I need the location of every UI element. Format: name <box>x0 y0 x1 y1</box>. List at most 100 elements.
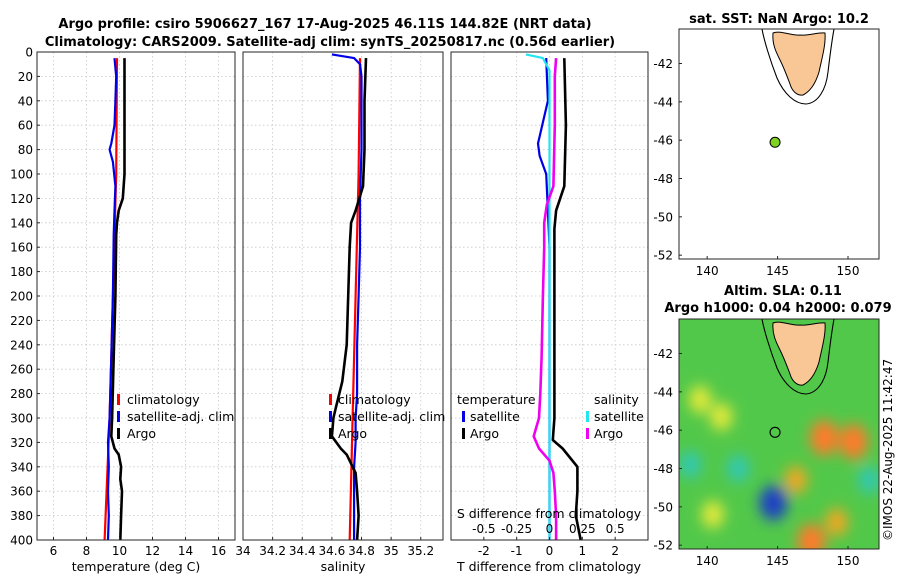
sla-map-title-line1: Altim. SLA: 0.11 <box>724 284 842 299</box>
series-line-satellite-adj-clim <box>331 53 363 540</box>
shelf-contour <box>761 29 835 105</box>
difference-lines <box>525 53 582 540</box>
legend-swatch-climatology <box>329 394 332 405</box>
sst-map-title: sat. SST: NaN Argo: 10.2 <box>689 12 869 27</box>
x-tick-label: 34.4 <box>289 544 316 558</box>
s-x-tick-label: 0.25 <box>569 522 596 536</box>
sla-anomaly-blob <box>759 485 788 521</box>
legend-label-satellite-adj: satellite-adj. clim <box>338 409 445 424</box>
x-tick-label: 150 <box>837 264 860 278</box>
y-tick-label: 120 <box>10 192 33 206</box>
legend-swatch-satellite-adj <box>329 411 332 422</box>
difference-xticks: -2 -1 0 1 2 <box>478 537 619 558</box>
tasmania-landmass <box>772 321 826 386</box>
y-tick-label: 100 <box>10 168 33 182</box>
y-tick-label: -42 <box>653 57 673 71</box>
difference-s-xlabel: S difference from climatology <box>457 506 642 521</box>
y-tick-label: 160 <box>10 241 33 255</box>
sla-anomaly-blob <box>701 500 724 529</box>
temperature-xticks: 6 8 10 12 14 16 <box>50 537 226 558</box>
y-tick-label: -52 <box>653 249 673 263</box>
series-line-argo <box>110 58 126 540</box>
y-tick-label: -52 <box>653 539 673 553</box>
x-tick-label: -2 <box>478 544 490 558</box>
sla-anomaly-blob <box>858 466 879 494</box>
x-tick-label: 10 <box>112 544 127 558</box>
legend-label-argo: Argo <box>127 426 156 441</box>
y-tick-label: -48 <box>653 172 673 186</box>
legend-swatch-climatology <box>117 394 120 405</box>
y-tick-label: -48 <box>653 462 673 476</box>
sst-map-xticks: 140 145 150 <box>696 256 860 278</box>
legend-swatch-s-satellite <box>586 411 589 422</box>
difference-s-xticks: -0.5 -0.25 0 0.25 0.5 <box>472 522 625 536</box>
y-tick-label: -50 <box>653 210 673 224</box>
sst-map-coast <box>761 29 835 105</box>
y-tick-label: -42 <box>653 347 673 361</box>
s-x-tick-label: -0.25 <box>501 522 532 536</box>
sla-anomaly-blob <box>839 424 868 460</box>
x-tick-label: 145 <box>766 264 789 278</box>
y-tick-label: -46 <box>653 424 673 438</box>
sst-map-frame <box>678 28 880 260</box>
legend-label-t-argo: Argo <box>470 426 499 441</box>
argo-position-marker <box>769 426 781 438</box>
salinity-gridlines <box>242 51 443 541</box>
x-tick-label: 140 <box>696 264 719 278</box>
x-tick-label: 145 <box>766 554 789 568</box>
y-tick-label: 280 <box>10 387 33 401</box>
y-tick-label: 140 <box>10 216 33 230</box>
y-tick-label: 180 <box>10 265 33 279</box>
y-tick-label: 60 <box>18 119 33 133</box>
x-tick-label: 34 <box>235 544 250 558</box>
legend-title-temperature: temperature <box>457 392 536 407</box>
legend-label-s-satellite: satellite <box>594 409 644 424</box>
s-x-tick-label: -0.5 <box>472 522 495 536</box>
series-line-t-argo <box>551 58 582 540</box>
sla-map-frame <box>678 318 880 550</box>
x-tick-label: 34.2 <box>259 544 286 558</box>
salinity-panel: 34 34.2 34.4 34.6 34.8 35 35.2 salinity climat… <box>235 51 445 574</box>
x-tick-label: 8 <box>83 544 91 558</box>
legend-label-argo: Argo <box>338 426 367 441</box>
sst-map-panel: sat. SST: NaN Argo: 10.2 -42 -44 -46 -48 -50… <box>653 12 880 278</box>
series-line-s-argo <box>532 58 558 540</box>
y-tick-label: 220 <box>10 314 33 328</box>
sla-anomaly-blob <box>810 420 839 456</box>
x-tick-label: 1 <box>579 544 587 558</box>
salinity-axes-frame <box>242 51 444 541</box>
temperature-xlabel: temperature (deg C) <box>72 559 201 574</box>
series-line-argo <box>330 58 368 540</box>
x-tick-label: 0 <box>546 544 554 558</box>
salinity-lines <box>330 53 368 540</box>
legend-swatch-argo <box>329 428 332 439</box>
difference-legend: temperature satellite Argo salinity sate… <box>457 392 644 441</box>
temperature-legend: climatology satellite-adj. clim Argo <box>117 392 234 441</box>
y-tick-label: -44 <box>653 95 673 109</box>
y-tick-label: -46 <box>653 134 673 148</box>
tasmania-landmass <box>772 31 826 96</box>
y-tick-label: 340 <box>10 460 33 474</box>
sla-field <box>679 319 879 549</box>
sla-anomaly-blob <box>689 385 712 414</box>
y-tick-label: 380 <box>10 509 33 523</box>
legend-swatch-argo <box>117 428 120 439</box>
y-tick-label: 200 <box>10 290 33 304</box>
salinity-legend: climatology satellite-adj. clim Argo <box>329 392 445 441</box>
figure-title-line2: Climatology: CARS2009. Satellite-adj cli… <box>45 35 615 50</box>
legend-label-s-argo: Argo <box>594 426 623 441</box>
legend-swatch-t-argo <box>462 428 465 439</box>
y-tick-label: 300 <box>10 412 33 426</box>
y-tick-label: -44 <box>653 385 673 399</box>
x-tick-label: 12 <box>145 544 160 558</box>
sla-map-panel: Altim. SLA: 0.11 Argo h1000: 0.04 h2000:… <box>653 284 891 568</box>
sla-map-xticks: 140 145 150 <box>696 546 859 568</box>
series-line-satellite-adj-clim <box>106 57 118 540</box>
x-tick-label: 35.2 <box>407 544 434 558</box>
shelf-contour <box>761 319 835 395</box>
x-tick-label: -1 <box>511 544 523 558</box>
legend-label-climatology: climatology <box>338 392 411 407</box>
x-tick-label: 16 <box>211 544 226 558</box>
y-tick-label: 40 <box>18 94 33 108</box>
y-tick-label: -50 <box>653 500 673 514</box>
